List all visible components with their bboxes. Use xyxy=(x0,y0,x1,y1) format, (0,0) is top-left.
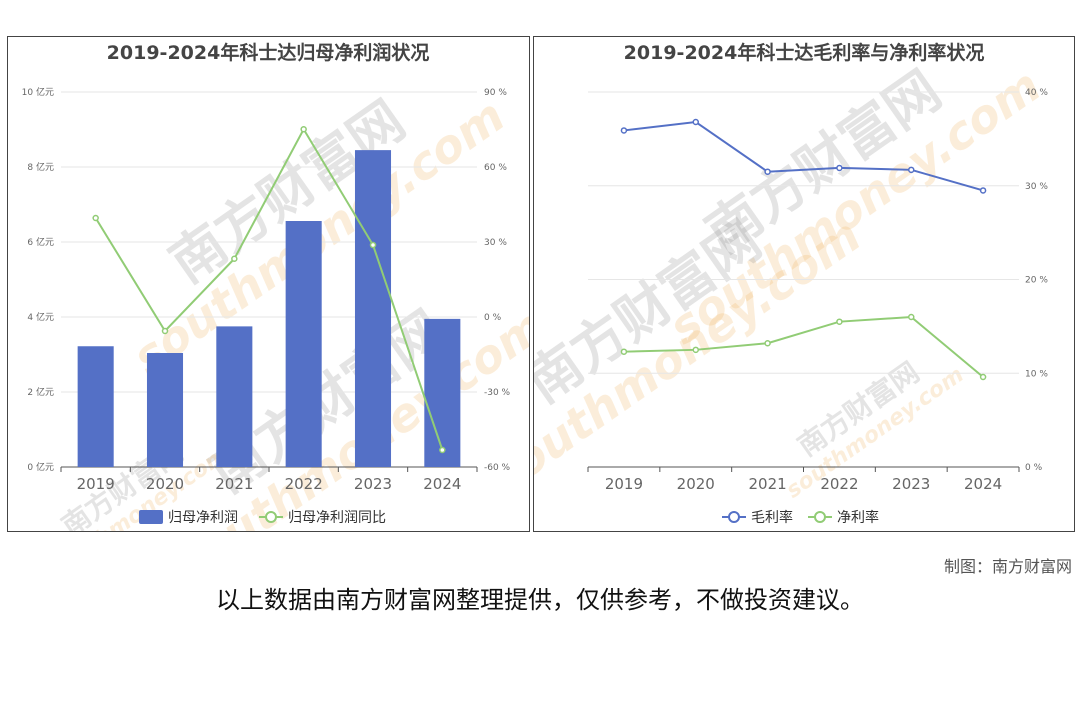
x-tick-label: 2023 xyxy=(892,475,930,493)
point-s0-2024 xyxy=(979,187,987,194)
legend-label-bar: 归母净利润 xyxy=(168,509,238,526)
legend-label-0: 毛利率 xyxy=(751,509,793,526)
point-yoy-2023 xyxy=(369,241,377,249)
legend-swatch-marker-0 xyxy=(728,511,740,523)
left-axis-tick-label: 0 亿元 xyxy=(27,461,54,473)
left-axis-tick-label: 4 亿元 xyxy=(27,311,54,323)
left-axis-tick-label: 2 亿元 xyxy=(27,386,54,398)
point-yoy-2022 xyxy=(300,126,307,133)
point-s1-2023 xyxy=(908,313,915,321)
chart-credit: 制图：南方财富网 xyxy=(943,557,1072,576)
right-axis-tick-label: 0 % xyxy=(1025,463,1043,473)
chart-title: 2019-2024年科士达毛利率与净利率状况 xyxy=(624,41,985,64)
margin-chart: 南方财富网southmoney.com南方财富网southmoney.com南方… xyxy=(534,41,1050,526)
x-tick-label: 2024 xyxy=(423,475,461,493)
series-line-1 xyxy=(623,315,984,378)
disclaimer-footnote: 以上数据由南方财富网整理提供，仅供参考，不做投资建议。 xyxy=(216,586,864,614)
point-yoy-2019 xyxy=(92,214,99,222)
point-s0-2019 xyxy=(620,127,628,134)
x-tick-label: 2020 xyxy=(677,475,715,493)
bar-2019 xyxy=(77,346,114,467)
point-yoy-2024 xyxy=(439,446,446,454)
bar-2024 xyxy=(424,318,461,467)
right-axis-tick-label: 0 % xyxy=(484,313,502,323)
series-line-yoy xyxy=(94,127,444,451)
point-s0-2020 xyxy=(692,118,699,126)
legend-swatch-marker-1 xyxy=(814,511,826,523)
x-tick-label: 2024 xyxy=(964,475,1002,493)
x-tick-label: 2019 xyxy=(605,475,643,493)
point-s1-2020 xyxy=(692,346,699,354)
bar-2023 xyxy=(354,150,392,467)
right-axis-tick-label: -30 % xyxy=(484,388,511,398)
point-yoy-2021 xyxy=(231,255,238,262)
net-profit-chart-panel: 南方财富网southmoney.com南方财富网southmoney.com南方… xyxy=(7,36,530,532)
x-tick-label: 2021 xyxy=(215,475,253,493)
chart-title: 2019-2024年科士达归母净利润状况 xyxy=(107,41,430,64)
left-axis-tick-label: 10 亿元 xyxy=(22,86,54,98)
x-tick-label: 2021 xyxy=(748,475,786,493)
right-axis-tick-label: 30 % xyxy=(484,238,507,248)
point-s0-2023 xyxy=(908,166,915,174)
right-axis-tick-label: 60 % xyxy=(484,163,507,173)
point-s1-2019 xyxy=(620,348,628,355)
point-s0-2021 xyxy=(764,168,771,175)
point-s1-2021 xyxy=(764,340,771,347)
x-tick-label: 2022 xyxy=(820,475,858,493)
legend-swatch-marker xyxy=(265,511,277,523)
x-tick-label: 2023 xyxy=(354,475,392,493)
right-axis-tick-label: 20 % xyxy=(1025,276,1048,286)
bar-2021 xyxy=(216,326,253,467)
legend-label-1: 净利率 xyxy=(837,509,879,526)
point-s1-2024 xyxy=(979,373,987,381)
right-axis-tick-label: 40 % xyxy=(1025,88,1048,98)
point-s0-2022 xyxy=(836,164,843,172)
left-axis-tick-label: 8 亿元 xyxy=(27,161,54,173)
point-yoy-2020 xyxy=(161,327,169,335)
left-axis-tick-label: 6 亿元 xyxy=(27,236,54,248)
right-axis-tick-label: 90 % xyxy=(484,88,507,98)
net-profit-chart: 南方财富网southmoney.com南方财富网southmoney.com南方… xyxy=(22,41,529,531)
right-axis-tick-label: 10 % xyxy=(1025,369,1048,379)
margin-chart-panel: 南方财富网 southmoney.com 南方财富网 southmoney.com 南方… xyxy=(533,36,1075,532)
right-axis-tick-label: -60 % xyxy=(484,463,511,473)
right-axis-tick-label: 30 % xyxy=(1025,182,1048,192)
point-s1-2022 xyxy=(836,318,843,325)
legend-swatch-bar xyxy=(139,510,163,524)
legend-label-line: 归母净利润同比 xyxy=(288,509,386,526)
bar-2020 xyxy=(146,353,184,467)
x-tick-label: 2019 xyxy=(77,475,115,493)
series-line-0 xyxy=(623,120,984,192)
x-tick-label: 2022 xyxy=(285,475,323,493)
bar-2022 xyxy=(285,221,322,467)
x-tick-label: 2020 xyxy=(146,475,184,493)
